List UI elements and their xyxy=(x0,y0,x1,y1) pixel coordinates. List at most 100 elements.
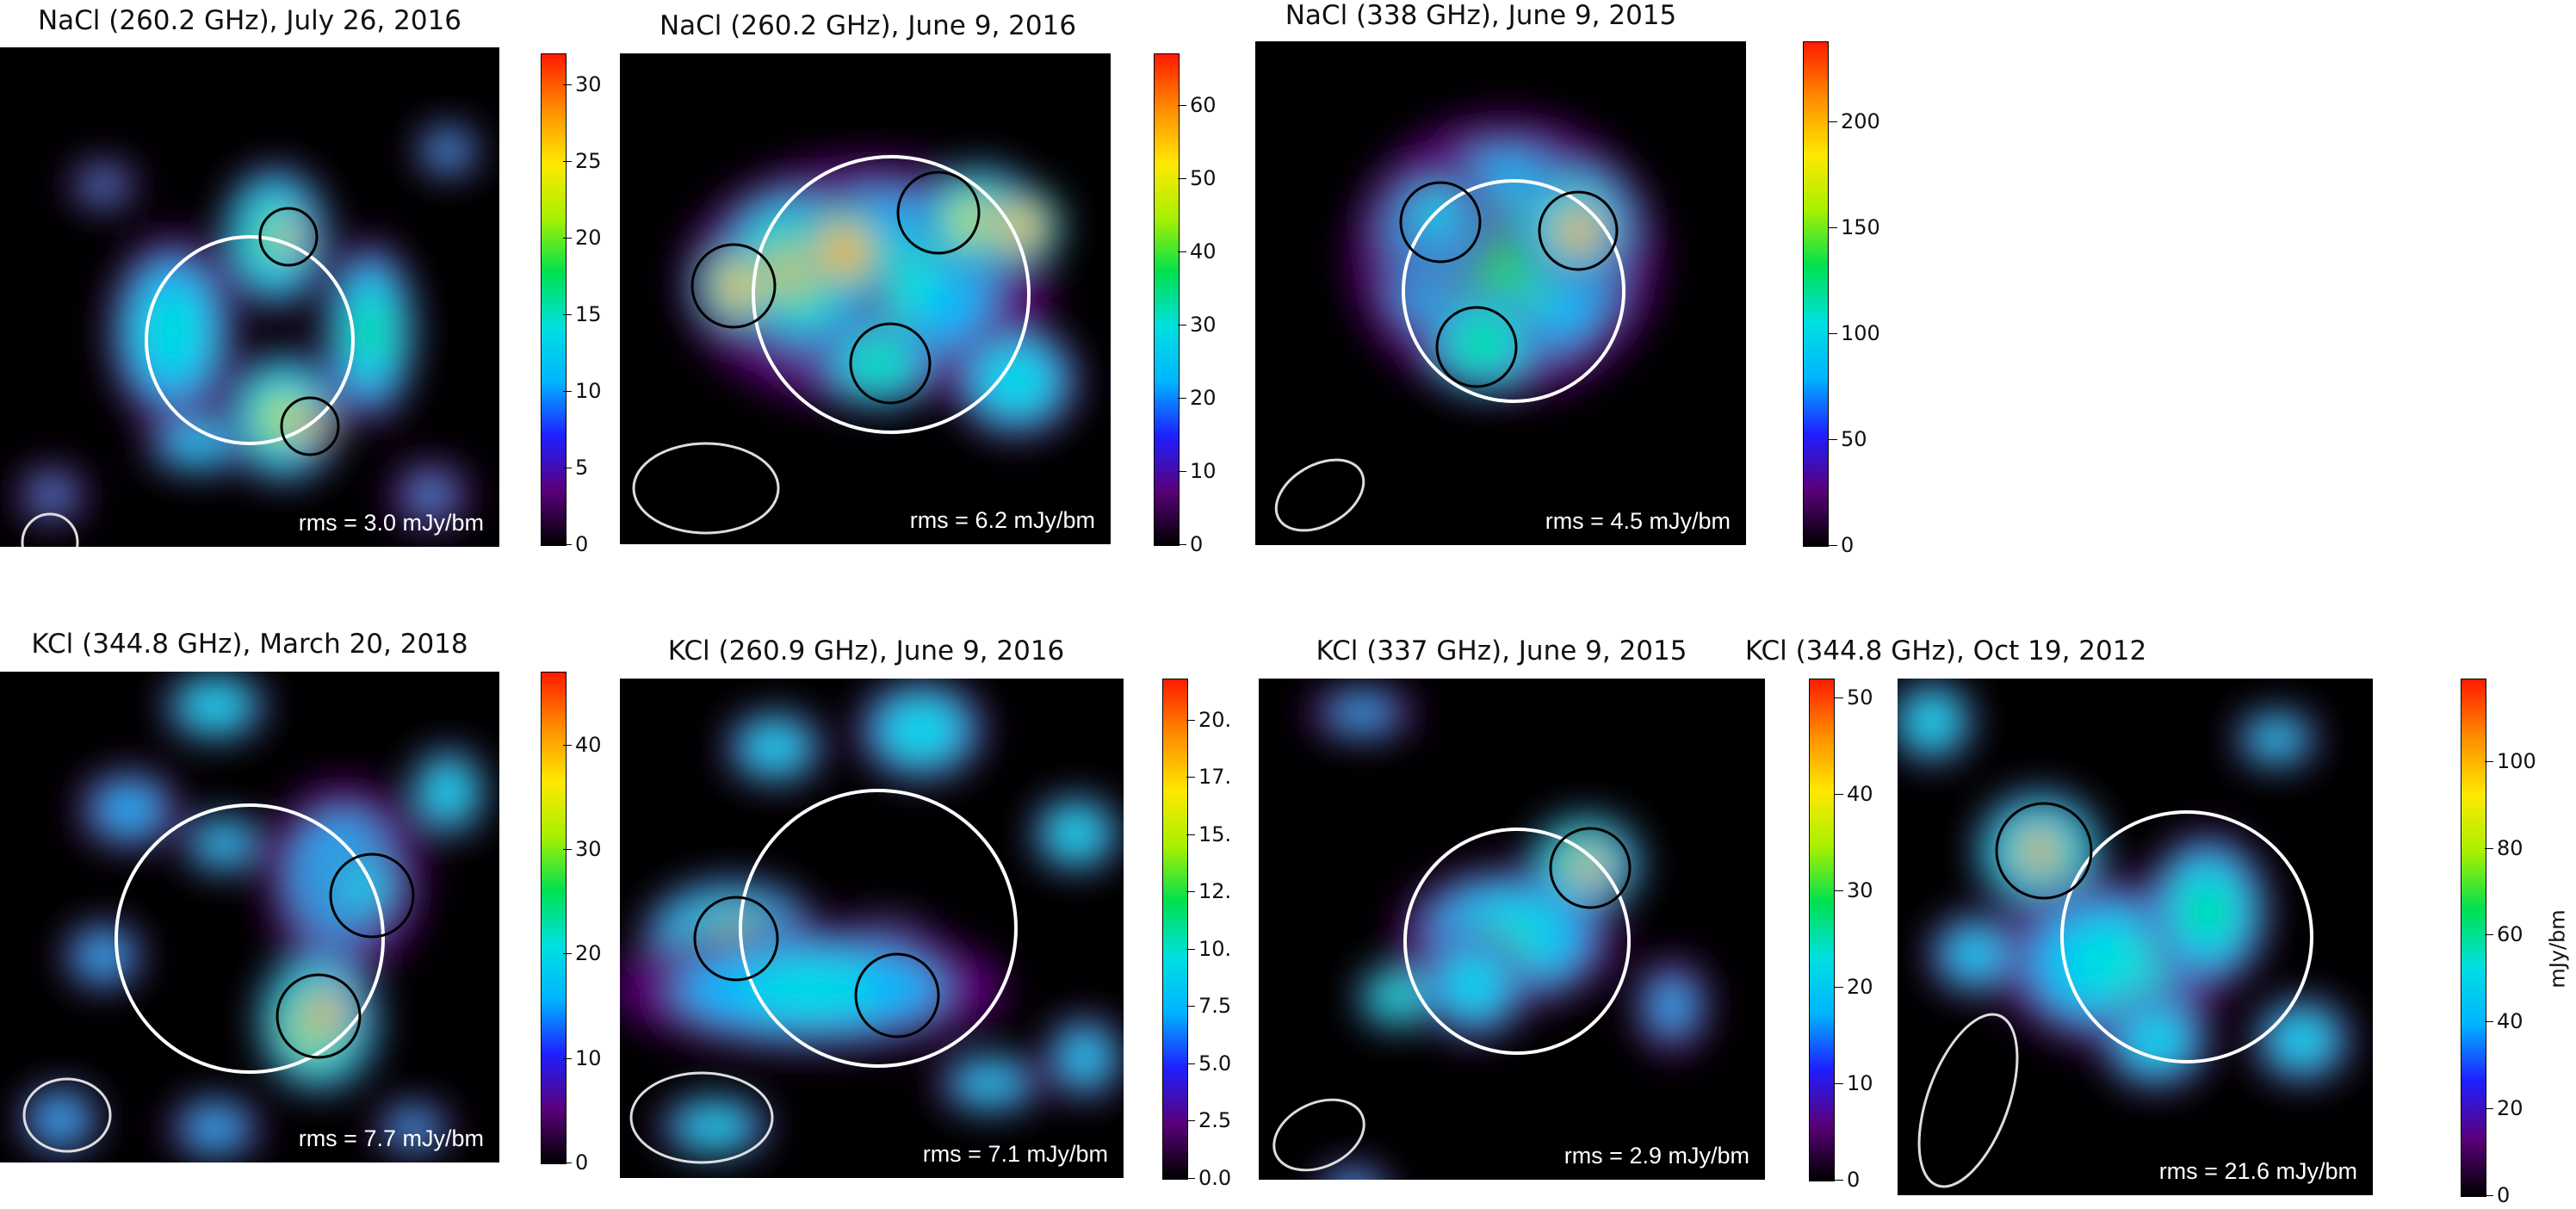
emission-blob xyxy=(831,239,857,264)
emission-blob xyxy=(2282,1022,2322,1058)
colorbar-tick-label: 150 xyxy=(1829,215,1880,240)
colorbar xyxy=(1162,679,1188,1180)
colorbar xyxy=(2461,679,2486,1197)
colorbar-tick-label: 15. xyxy=(1186,822,1232,846)
emission-blob xyxy=(1581,859,1600,877)
colorbar-tick-label: 40 xyxy=(2485,1009,2523,1034)
colorbar-tick-label: 7.5 xyxy=(1186,994,1232,1019)
emission-field xyxy=(1898,679,2353,1188)
rms-label: rms = 4.5 mJy/bm xyxy=(1545,508,1731,534)
source-marker-circle xyxy=(849,322,932,405)
emission-blob xyxy=(1463,324,1504,362)
colorbar-tick-label: 30 xyxy=(1178,312,1217,337)
emission-blob xyxy=(39,483,65,507)
colorbar-tick-label: 20 xyxy=(563,941,602,966)
emission-blob xyxy=(1346,1178,1361,1180)
colorbar-tick-label: 20 xyxy=(563,225,602,250)
emission-blob xyxy=(429,771,467,814)
colorbar-tick-label: 0.0 xyxy=(1186,1166,1232,1190)
emission-blob xyxy=(1055,815,1098,852)
panel-title: NaCl (260.2 GHz), June 9, 2016 xyxy=(659,10,1077,41)
colorbar xyxy=(541,672,567,1164)
source-marker-circle xyxy=(329,852,415,939)
beam-ellipse xyxy=(1917,1013,2019,1188)
colorbar xyxy=(1803,41,1829,547)
stellar-disk-circle xyxy=(115,803,385,1074)
source-marker-circle xyxy=(1399,181,1482,264)
source-marker-circle xyxy=(896,170,981,255)
emission-blob xyxy=(183,433,214,454)
colorbar-tick-label: 0 xyxy=(562,1150,589,1175)
colorbar-tick-label: 100 xyxy=(2485,748,2536,773)
colorbar-tick-label: 20 xyxy=(1835,975,1873,1000)
emission-blob xyxy=(1567,220,1589,242)
panel-title: NaCl (338 GHz), June 9, 2015 xyxy=(1285,0,1677,31)
stellar-disk-circle xyxy=(739,789,1018,1068)
rms-label: rms = 21.6 mJy/bm xyxy=(2158,1158,2357,1184)
source-marker-circle xyxy=(258,207,319,267)
source-marker-circle xyxy=(1435,306,1518,388)
panel-title: KCl (344.8 GHz), March 20, 2018 xyxy=(31,629,468,660)
colorbar-tick-label: 20 xyxy=(1178,385,1217,410)
colorbar-tick-label: 40 xyxy=(1835,782,1873,807)
emission-blob xyxy=(99,785,159,834)
emission-blob xyxy=(1652,982,1692,1030)
source-marker-circle xyxy=(1995,802,2093,900)
emission-blob xyxy=(2263,728,2289,749)
colorbar-tick-label: 30 xyxy=(563,71,602,96)
colorbar-tick-label: 5.0 xyxy=(1186,1051,1232,1076)
stellar-disk-circle xyxy=(145,235,355,445)
intensity-map: rms = 3.0 mJy/bm xyxy=(0,47,499,547)
emission-field xyxy=(16,123,480,547)
emission-blob xyxy=(357,309,383,354)
source-marker-circle xyxy=(690,243,777,329)
colorbar-tick-label: 12. xyxy=(1186,879,1232,904)
beam-ellipse xyxy=(629,1071,774,1164)
stellar-disk-circle xyxy=(1403,828,1631,1055)
colorbar-tick-label: 50 xyxy=(1829,427,1867,452)
emission-blob xyxy=(1335,698,1389,728)
intensity-map: rms = 21.6 mJy/bm xyxy=(1898,679,2373,1195)
intensity-map: rms = 4.5 mJy/bm xyxy=(1255,41,1746,545)
emission-blob xyxy=(1320,1162,1387,1180)
source-marker-circle xyxy=(276,973,362,1059)
colorbar-tick-label: 0 xyxy=(2484,1183,2511,1207)
emission-blob xyxy=(727,272,754,300)
emission-blob xyxy=(1384,987,1409,1008)
beam-ellipse xyxy=(1273,1098,1365,1172)
rms-label: rms = 3.0 mJy/bm xyxy=(298,510,484,536)
stellar-disk-circle xyxy=(752,155,1031,434)
emission-blob xyxy=(416,482,445,508)
colorbar-tick-label: 60 xyxy=(2485,922,2523,947)
colorbar-tick-label: 10 xyxy=(1835,1071,1873,1096)
source-marker-circle xyxy=(1538,190,1619,271)
colorbar-tick-label: 25 xyxy=(563,148,602,173)
colorbar-tick-label: 0 xyxy=(1828,533,1855,557)
rms-label: rms = 2.9 mJy/bm xyxy=(1564,1143,1749,1169)
panel-title: KCl (344.8 GHz), Oct 19, 2012 xyxy=(1744,636,2147,666)
emission-blob xyxy=(430,136,465,165)
source-marker-circle xyxy=(854,952,940,1038)
emission-field xyxy=(1274,115,1660,532)
emission-blob xyxy=(143,289,201,374)
emission-blob xyxy=(2134,1020,2177,1060)
colorbar-tick-label: 200 xyxy=(1829,109,1880,134)
colorbar-tick-label: 50 xyxy=(1178,165,1217,190)
colorbar-tick-label: 40 xyxy=(563,732,602,757)
colorbar xyxy=(1809,679,1835,1181)
source-marker-circle xyxy=(693,896,779,982)
emission-blob xyxy=(892,706,951,754)
colorbar-tick-label: 15 xyxy=(563,301,602,326)
rms-label: rms = 7.1 mJy/bm xyxy=(922,1141,1108,1167)
colorbar xyxy=(541,53,567,546)
rms-label: rms = 7.7 mJy/bm xyxy=(298,1125,484,1151)
emission-blob xyxy=(36,1098,84,1141)
emission-field xyxy=(20,672,486,1160)
intensity-map: rms = 6.2 mJy/bm xyxy=(620,53,1111,544)
colorbar-tick-label: 10 xyxy=(563,378,602,403)
emission-blob xyxy=(2191,891,2224,931)
emission-blob xyxy=(2063,926,2163,1000)
emission-blob xyxy=(987,354,1045,407)
colorbar-tick-label: 60 xyxy=(1178,92,1217,117)
emission-blob xyxy=(211,834,237,854)
